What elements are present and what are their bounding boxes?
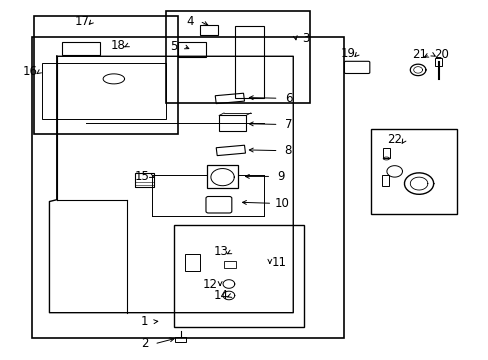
Text: 3: 3	[301, 32, 308, 45]
Text: 17: 17	[75, 15, 90, 28]
Bar	[32, 37, 344, 338]
Text: 22: 22	[386, 133, 401, 146]
Bar	[370, 129, 456, 215]
Text: 16: 16	[22, 65, 38, 78]
Text: 2: 2	[141, 337, 148, 350]
Text: 21: 21	[412, 48, 427, 61]
Text: 5: 5	[170, 40, 177, 53]
Bar	[199, 26, 218, 35]
Bar	[206, 165, 238, 188]
Text: 18: 18	[110, 39, 125, 52]
Bar	[184, 253, 199, 271]
Text: 4: 4	[186, 15, 193, 28]
Text: 12: 12	[203, 278, 218, 291]
Bar	[219, 116, 245, 131]
Text: 7: 7	[284, 118, 291, 131]
Bar	[173, 225, 304, 327]
Text: 20: 20	[434, 48, 448, 61]
Bar	[166, 12, 310, 103]
Bar	[383, 148, 389, 158]
Text: 11: 11	[271, 256, 286, 269]
Bar	[381, 175, 388, 186]
Bar	[177, 41, 205, 57]
Text: 10: 10	[274, 197, 289, 210]
Bar	[42, 63, 166, 119]
Text: 1: 1	[141, 315, 148, 328]
Bar	[175, 337, 185, 342]
Bar	[234, 26, 264, 98]
Text: 14: 14	[214, 289, 228, 302]
Bar	[34, 16, 177, 134]
Text: 15: 15	[134, 170, 149, 183]
Text: 9: 9	[277, 170, 284, 183]
Bar	[224, 261, 236, 268]
Bar	[135, 173, 154, 187]
Text: 13: 13	[214, 245, 228, 258]
Text: 19: 19	[340, 47, 355, 60]
Bar	[61, 41, 100, 55]
Text: 6: 6	[284, 92, 291, 105]
Text: 8: 8	[284, 144, 291, 157]
Bar	[434, 58, 441, 66]
